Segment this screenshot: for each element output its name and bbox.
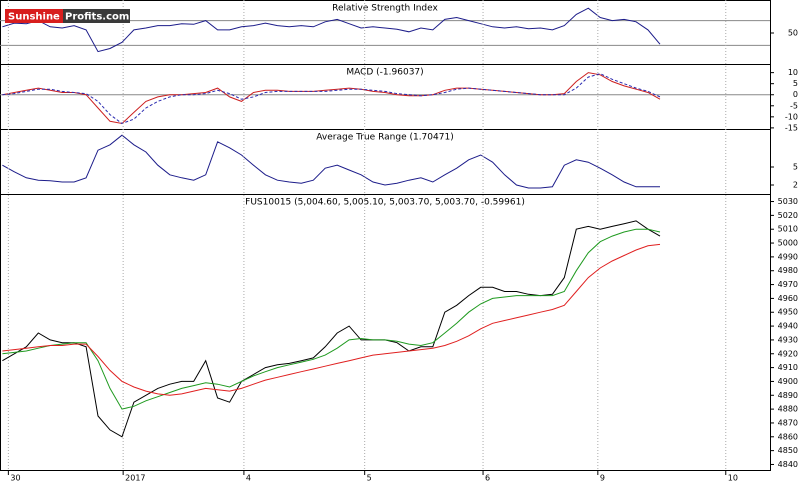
y-tick-label: 5 [793, 79, 798, 88]
y-tick-label: 4870 [778, 418, 798, 427]
logo-red [5, 9, 63, 23]
y-tick-label: 4880 [778, 405, 798, 414]
y-tick-label: 4890 [778, 391, 798, 400]
logo-dark [63, 9, 130, 23]
y-tick-label: 4920 [778, 349, 798, 358]
y-tick-label: -10 [785, 112, 798, 121]
y-tick-label: 5030 [778, 197, 798, 206]
y-tick-label: 5010 [778, 225, 798, 234]
panel-frame [0, 194, 771, 471]
panel-title: FUS10015 (5,004.60, 5,005.10, 5,003.70, … [245, 198, 525, 208]
series-line [2, 73, 661, 125]
y-tick-label: 10 [788, 68, 798, 77]
logo: Sunshine Profits.com [5, 9, 130, 23]
y-tick-label: 2 [793, 181, 798, 190]
panel-title: Average True Range (1.70471) [316, 133, 453, 143]
y-tick-label: 5 [793, 163, 798, 172]
y-tick-label: 4850 [778, 446, 798, 455]
x-tick-label: 6 [485, 474, 490, 483]
y-tick-label: 5000 [778, 239, 798, 248]
x-tick-label: 30 [10, 474, 20, 483]
x-tick-label: 10 [728, 474, 738, 483]
panel-title: Relative Strength Index [332, 4, 438, 14]
series-line [2, 228, 661, 410]
y-tick-label: 5020 [778, 211, 798, 220]
series-line [2, 134, 660, 189]
y-tick-label: 4840 [778, 460, 798, 469]
y-tick-label: 4910 [778, 363, 798, 372]
y-tick-label: 50 [788, 29, 798, 38]
panel-title: MACD (-1.96037) [346, 68, 423, 78]
y-tick-label: 4960 [778, 294, 798, 303]
y-tick-label: -5 [790, 101, 798, 110]
series-line [2, 243, 661, 396]
y-tick-label: 4990 [778, 252, 798, 261]
series-line [2, 7, 661, 53]
y-tick-label: 0 [793, 90, 798, 99]
x-tick-label: 2017 [125, 474, 145, 483]
y-tick-label: 4900 [778, 377, 798, 386]
y-tick-label: 4950 [778, 308, 798, 317]
y-tick-label: 4930 [778, 335, 798, 344]
logo-text: Profits.com [65, 12, 129, 23]
y-tick-label: 4860 [778, 432, 798, 441]
x-tick-label: 5 [367, 474, 372, 483]
y-tick-label: 4980 [778, 266, 798, 275]
y-tick-label: 4940 [778, 322, 798, 331]
y-tick-label: 4970 [778, 280, 798, 289]
x-tick-label: 4 [246, 474, 251, 483]
logo-text: Sunshine [8, 12, 60, 23]
y-tick-label: -15 [785, 123, 798, 132]
x-tick-label: 9 [600, 474, 605, 483]
series-line [2, 220, 661, 438]
